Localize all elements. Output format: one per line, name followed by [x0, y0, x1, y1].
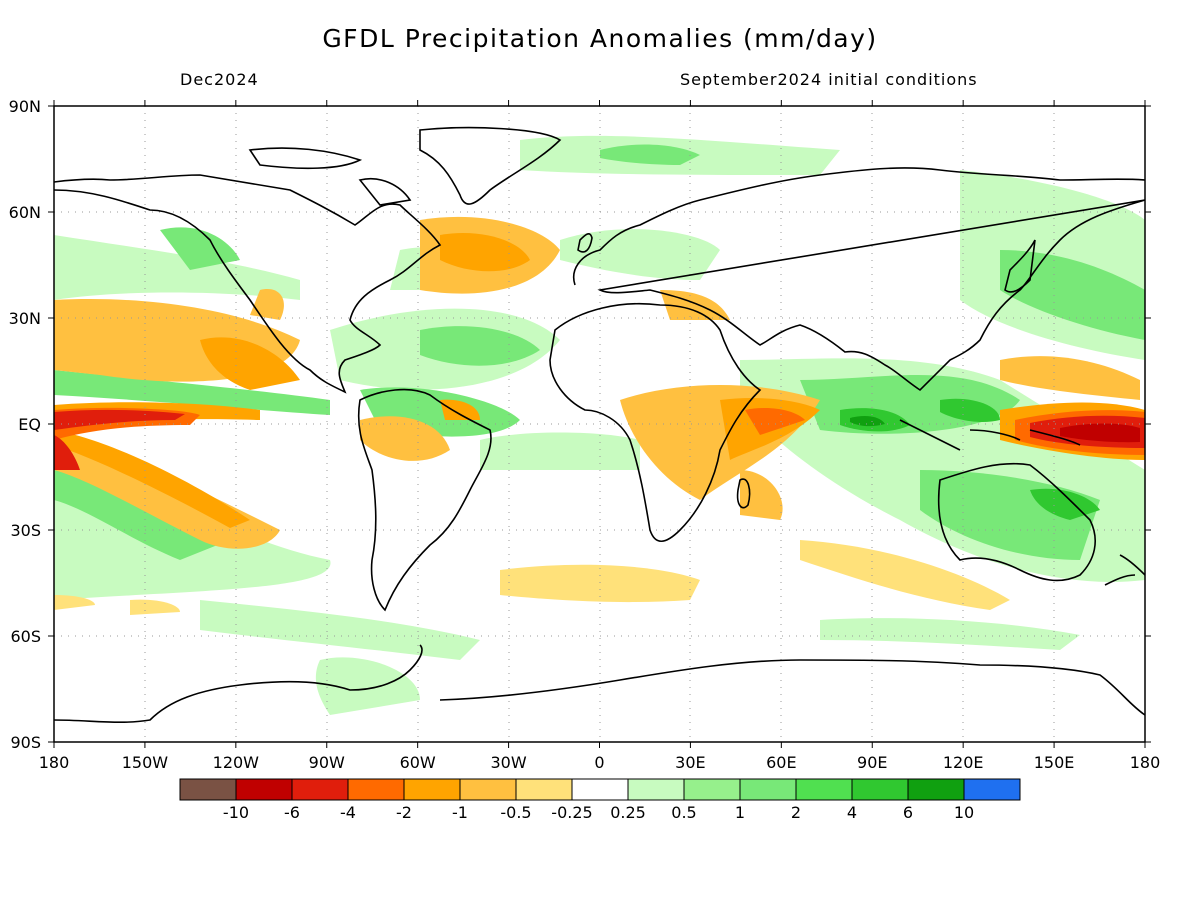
lon-tick-label: 0 [594, 753, 604, 772]
colorbar-swatch [291, 778, 349, 801]
axis-ticks [48, 100, 1151, 748]
colorbar-swatch [963, 778, 1021, 801]
lat-tick-label: 90S [10, 733, 41, 752]
colorbar-label: 10 [954, 803, 974, 822]
coastlines [54, 126, 1145, 724]
lat-tick-label: 30S [10, 521, 41, 540]
colorbar-swatch [515, 778, 573, 801]
lat-tick-label: EQ [18, 415, 41, 434]
colorbar-swatch [795, 778, 853, 801]
colorbar-swatch [739, 778, 797, 801]
longitude-axis: 180 150W 120W 90W 60W 30W 0 30E 60E 90E 120E 150E 18… [39, 753, 1161, 772]
lat-tick-label: 30N [9, 309, 41, 328]
colorbar-swatch [179, 778, 237, 801]
colorbar-label: 2 [791, 803, 801, 822]
lon-tick-label: 90E [857, 753, 887, 772]
colorbar-label: 4 [847, 803, 857, 822]
valid-month: Dec2024 [180, 70, 259, 89]
colorbar-label: -0.25 [551, 803, 592, 822]
colorbar-swatch [851, 778, 909, 801]
lon-tick-label: 60W [400, 753, 436, 772]
lon-tick-label: 60E [766, 753, 796, 772]
colorbar-swatch [403, 778, 461, 801]
lon-tick-label: 30W [490, 753, 526, 772]
colorbar-label: -1 [452, 803, 468, 822]
latitude-axis: 90N 60N 30N EQ 30S 60S 90S [9, 97, 41, 752]
colorbar-swatch [235, 778, 293, 801]
colorbar-label: -4 [340, 803, 356, 822]
map-title: GFDL Precipitation Anomalies (mm/day) [322, 24, 878, 53]
colorbar-swatch [627, 778, 685, 801]
initial-conditions: September2024 initial conditions [680, 70, 978, 89]
colorbar-swatch [459, 778, 517, 801]
colorbar-swatch [683, 778, 741, 801]
colorbar-label: -0.5 [500, 803, 531, 822]
colorbar [179, 778, 1021, 801]
colorbar-label: 6 [903, 803, 913, 822]
lon-tick-label: 30E [675, 753, 705, 772]
lat-tick-label: 90N [9, 97, 41, 116]
lon-tick-label: 120E [943, 753, 984, 772]
lat-tick-label: 60S [10, 627, 41, 646]
lat-tick-label: 60N [9, 203, 41, 222]
colorbar-label: -6 [284, 803, 300, 822]
anomaly-field [54, 106, 1145, 742]
lon-tick-label: 120W [213, 753, 260, 772]
colorbar-swatch [907, 778, 965, 801]
lon-tick-label: 180 [39, 753, 70, 772]
lon-tick-label: 180 [1130, 753, 1161, 772]
colorbar-swatch [347, 778, 405, 801]
colorbar-label: -2 [396, 803, 412, 822]
lon-tick-label: 150E [1034, 753, 1075, 772]
colorbar-swatch [571, 778, 629, 801]
lon-tick-label: 150W [122, 753, 169, 772]
colorbar-label: -10 [223, 803, 249, 822]
graticule [54, 106, 1145, 742]
colorbar-label: 1 [735, 803, 745, 822]
colorbar-labels: -10 -6 -4 -2 -1 -0.5 -0.25 0.25 0.5 1 2 4 6 10 [223, 803, 974, 822]
colorbar-label: 0.5 [671, 803, 696, 822]
colorbar-label: 0.25 [610, 803, 646, 822]
lon-tick-label: 90W [309, 753, 345, 772]
